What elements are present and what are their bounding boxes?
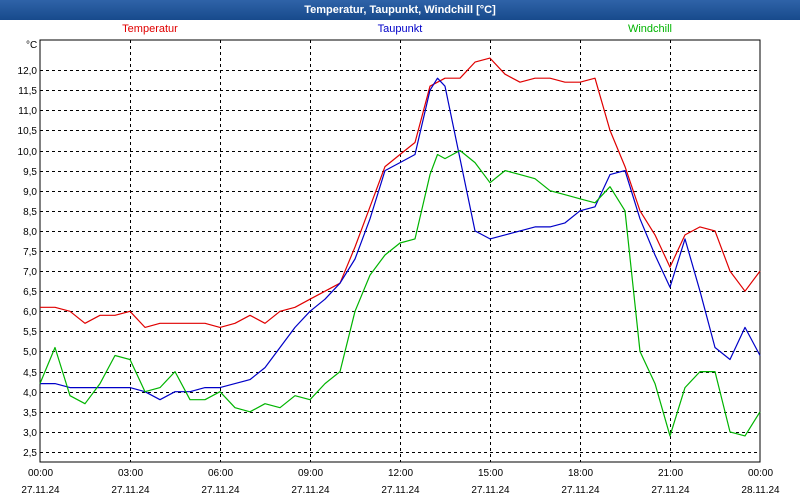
series-line-temperatur — [40, 57, 761, 328]
chart-title: Temperatur, Taupunkt, Windchill [°C] — [0, 0, 800, 20]
x-tick-label-date: 27.11.24 — [381, 485, 420, 496]
y-tick-label: 3,0 — [23, 428, 37, 439]
x-tick-label-time: 21:00 — [658, 468, 683, 479]
y-tick-label: 8,5 — [23, 207, 37, 218]
series-line-windchill — [39, 149, 761, 437]
x-tick-label-date: 27.11.24 — [291, 485, 330, 496]
y-tick-label: 10,5 — [18, 126, 38, 137]
y-tick-label: 2,5 — [23, 448, 37, 459]
y-tick-label: 9,0 — [23, 187, 37, 198]
y-tick-label: 6,5 — [23, 287, 37, 298]
y-tick-label: 10,0 — [18, 147, 38, 158]
x-tick-label-time: 00:00 — [28, 468, 53, 479]
x-tick-label-time: 15:00 — [478, 468, 503, 479]
x-tick-label-date: 27.11.24 — [471, 485, 510, 496]
y-tick-label: 5,5 — [23, 327, 37, 338]
legend-item-windchill: Windchill — [627, 23, 672, 35]
legend-item-taupunkt: Taupunkt — [377, 23, 423, 35]
y-tick-label: 4,5 — [23, 368, 37, 379]
x-tick-label-date: 28.11.24 — [741, 485, 780, 496]
x-tick-label-time: 12:00 — [388, 468, 413, 479]
series-line-taupunkt — [40, 77, 761, 401]
y-tick-label: 7,0 — [23, 267, 37, 278]
x-tick-label-time: 03:00 — [118, 468, 143, 479]
x-tick-label-time: 09:00 — [298, 468, 323, 479]
x-tick-label-date: 27.11.24 — [561, 485, 600, 496]
x-tick-label-date: 27.11.24 — [111, 485, 150, 496]
y-tick-label: 5,0 — [23, 347, 37, 358]
x-tick-label-time: 06:00 — [208, 468, 233, 479]
y-tick-label: 12,0 — [18, 66, 38, 77]
y-tick-label: 3,5 — [23, 408, 37, 419]
legend-item-temperatur: Temperatur — [122, 23, 178, 35]
y-tick-label: 6,0 — [23, 307, 37, 318]
y-tick-label: 11,0 — [18, 106, 37, 117]
y-tick-label: 8,0 — [23, 227, 37, 238]
x-tick-label-date: 27.11.24 — [651, 485, 690, 496]
y-tick-label: 4,0 — [23, 388, 37, 399]
y-tick-label: 11,5 — [18, 86, 37, 97]
y-tick-label: 9,5 — [23, 167, 37, 178]
x-tick-label-date: 27.11.24 — [21, 485, 60, 496]
x-tick-label-time: 18:00 — [568, 468, 593, 479]
y-axis-label: °C — [26, 40, 37, 51]
x-tick-label-date: 27.11.24 — [201, 485, 240, 496]
x-tick-label-time: 00:00 — [748, 468, 773, 479]
y-tick-label: 7,5 — [23, 247, 37, 258]
